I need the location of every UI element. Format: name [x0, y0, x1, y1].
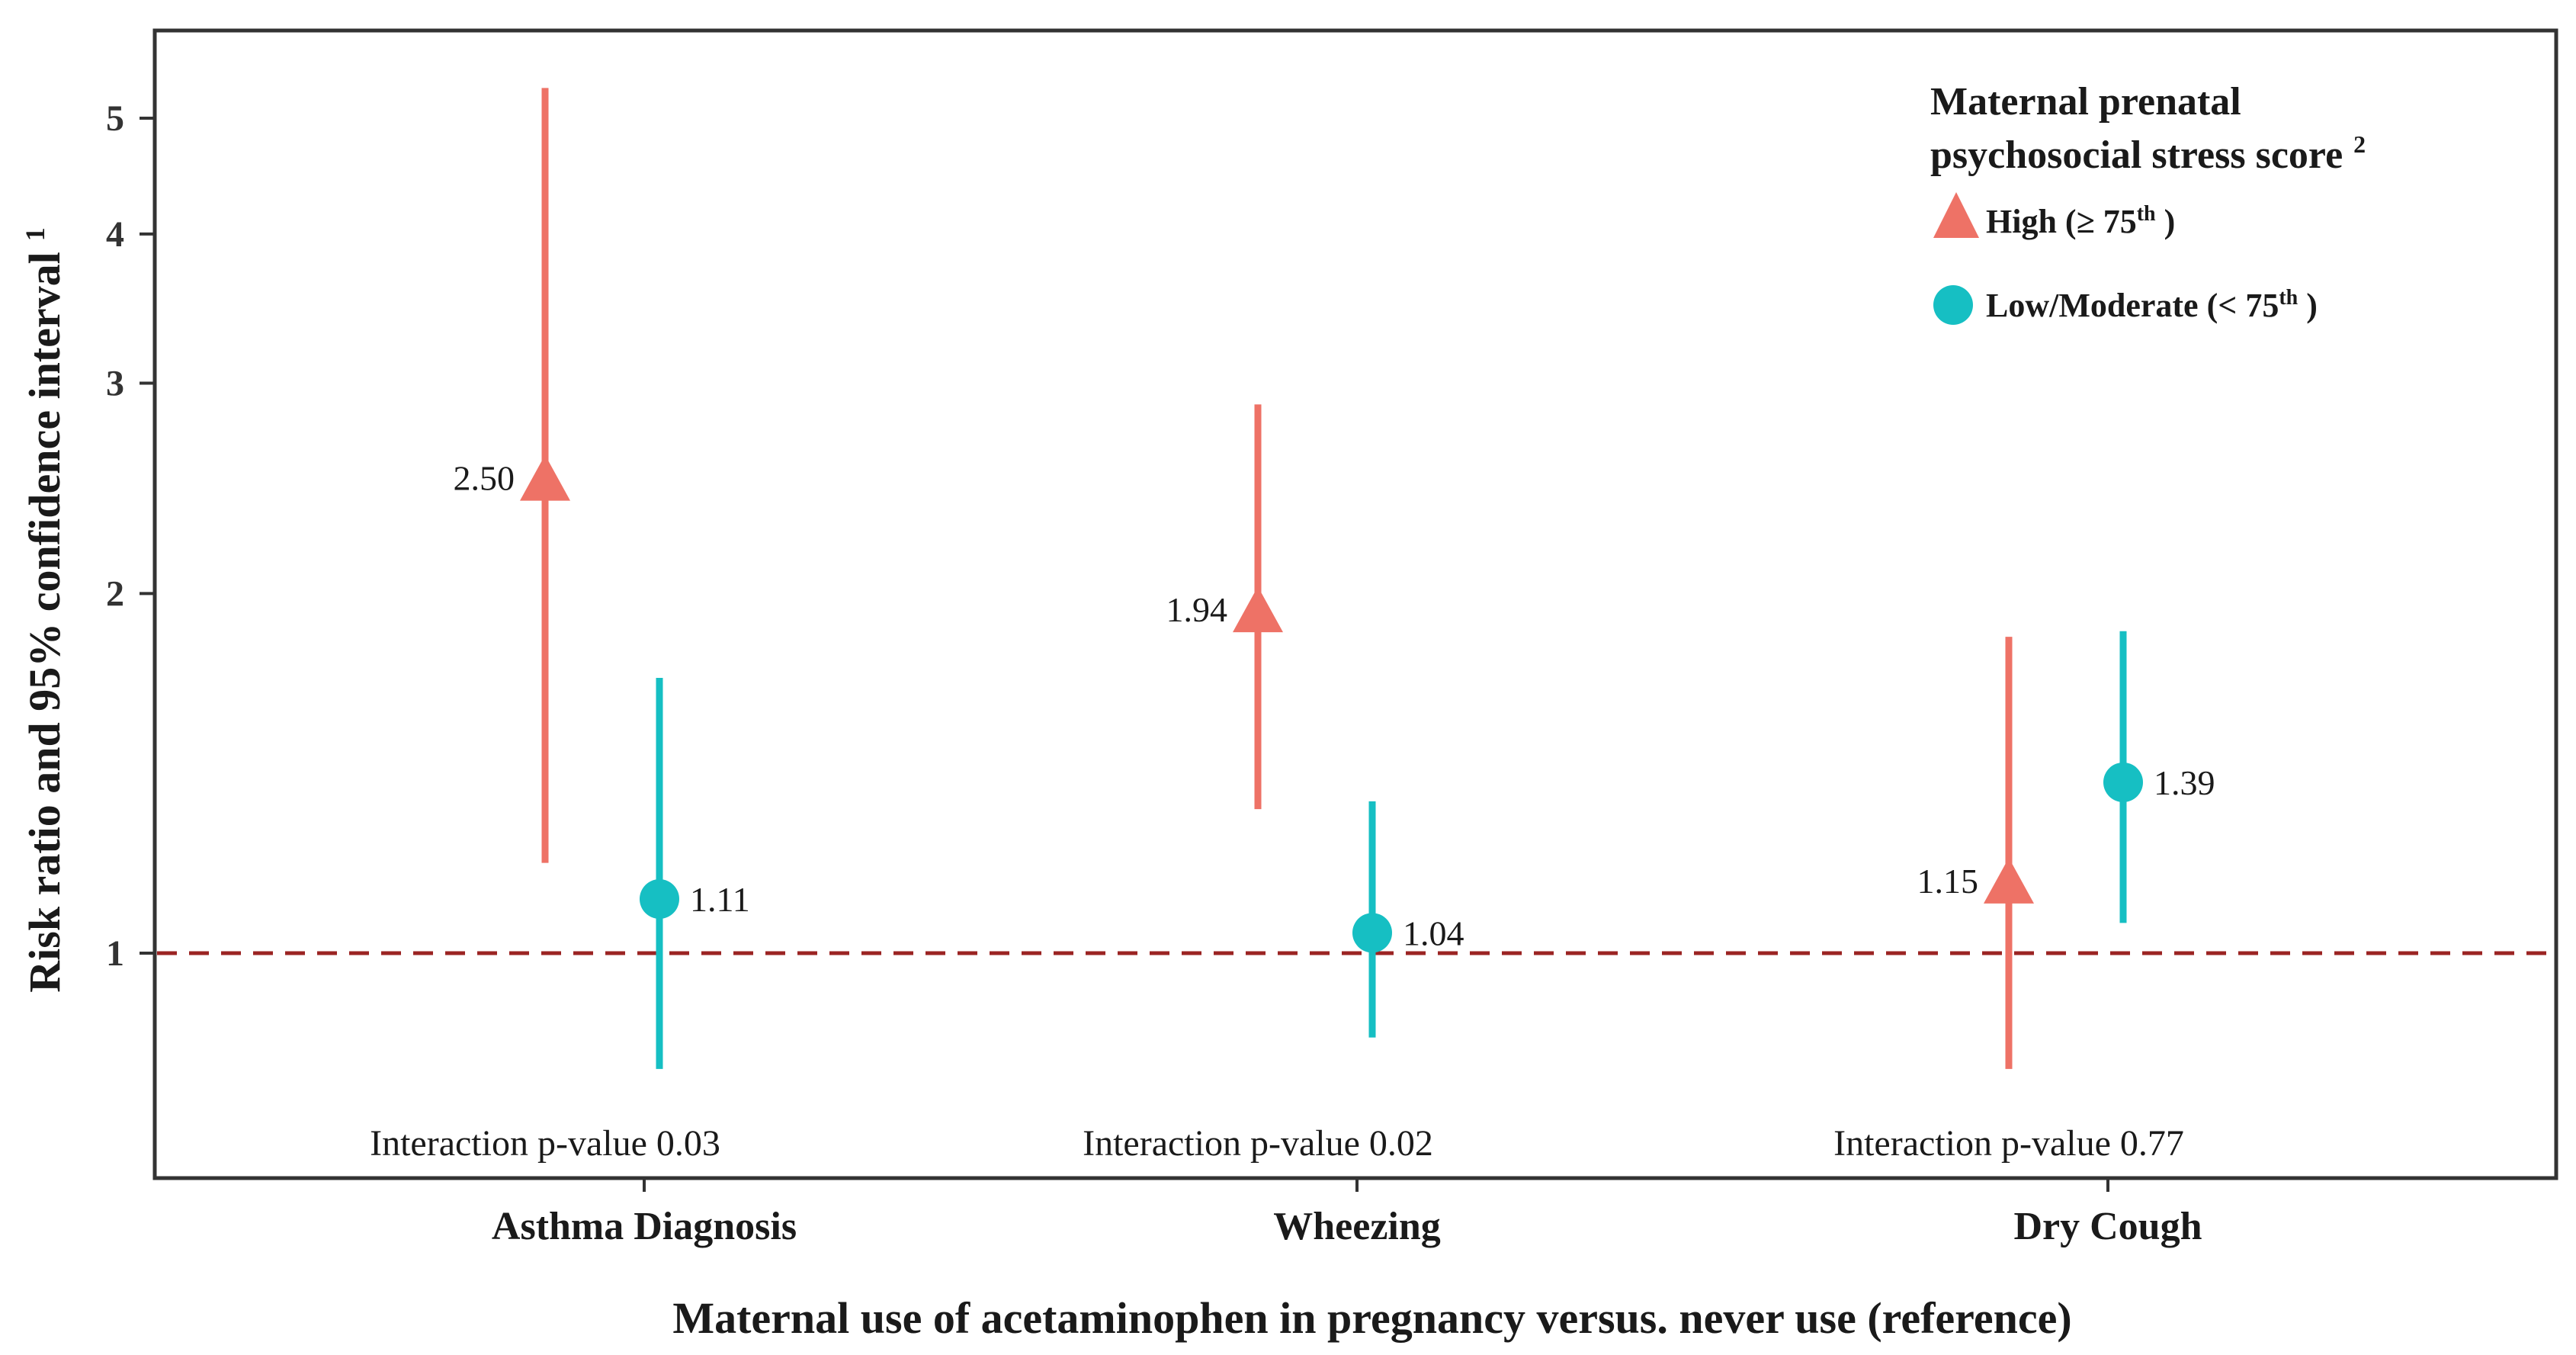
x-category-label: Wheezing — [1273, 1205, 1441, 1248]
legend-title-line2-text: psychosocial stress score — [1930, 133, 2343, 177]
interaction-pvalue-label: Interaction p-value 0.02 — [1083, 1123, 1433, 1164]
legend-title-sup: 2 — [2353, 130, 2366, 158]
x-category-label: Asthma Diagnosis — [492, 1205, 797, 1248]
legend-circle-marker — [1933, 285, 1973, 325]
legend-item-low-end: ) — [2298, 287, 2318, 324]
point-estimates — [520, 454, 2143, 953]
triangle-marker — [1233, 586, 1283, 633]
x-axis: Asthma Diagnosis Wheezing Dry Cough — [492, 1178, 2202, 1248]
legend-title-line1: Maternal prenatal — [1930, 80, 2241, 124]
x-axis-title: Maternal use of acetaminophen in pregnan… — [672, 1293, 2071, 1343]
legend-title-line2: psychosocial stress score 2 — [1930, 130, 2366, 177]
y-tick-label: 3 — [106, 364, 124, 404]
legend-item-high-main: High (≥ 75 — [1986, 203, 2137, 240]
circle-marker — [640, 878, 679, 919]
estimate-label: 2.50 — [454, 459, 515, 498]
legend-item-low-moderate: Low/Moderate (< 75th ) — [1986, 286, 2318, 324]
estimate-label: 1.11 — [690, 880, 750, 919]
y-axis: 1 2 3 4 5 — [106, 98, 155, 974]
y-tick-label: 5 — [106, 98, 124, 139]
estimate-label: 1.94 — [1166, 590, 1228, 629]
legend-item-high-sup: th — [2137, 202, 2156, 226]
y-tick-label: 2 — [106, 573, 124, 614]
x-category-label: Dry Cough — [2013, 1205, 2202, 1248]
legend-item-low-sup: th — [2279, 286, 2298, 310]
estimate-labels: 2.50 1.94 1.15 1.11 1.04 1.39 — [454, 459, 2215, 953]
y-axis-title-text: Risk ratio and 95% confidence interval — [20, 252, 69, 992]
estimate-label: 1.39 — [2154, 763, 2215, 802]
y-axis-title: Risk ratio and 95% confidence interval 1 — [20, 227, 69, 992]
y-tick-label: 4 — [106, 214, 124, 255]
legend-item-high: High (≥ 75th ) — [1986, 202, 2175, 240]
triangle-marker — [520, 454, 570, 501]
y-tick-label: 1 — [106, 933, 124, 974]
triangle-marker — [1984, 857, 2034, 904]
y-axis-title-sup: 1 — [20, 227, 50, 241]
estimate-label: 1.15 — [1917, 862, 1979, 901]
interaction-pvalues: Interaction p-value 0.03 Interaction p-va… — [370, 1123, 2184, 1164]
estimate-label: 1.04 — [1403, 914, 1464, 952]
interaction-pvalue-label: Interaction p-value 0.77 — [1833, 1123, 2184, 1164]
circle-marker — [2103, 762, 2143, 802]
legend-item-high-end: ) — [2156, 203, 2176, 240]
circle-marker — [1352, 913, 1392, 953]
legend-triangle-marker — [1933, 192, 1979, 238]
legend-item-low-main: Low/Moderate (< 75 — [1986, 287, 2279, 324]
legend: Maternal prenatal psychosocial stress sc… — [1930, 80, 2366, 325]
interaction-pvalue-label: Interaction p-value 0.03 — [370, 1123, 720, 1164]
